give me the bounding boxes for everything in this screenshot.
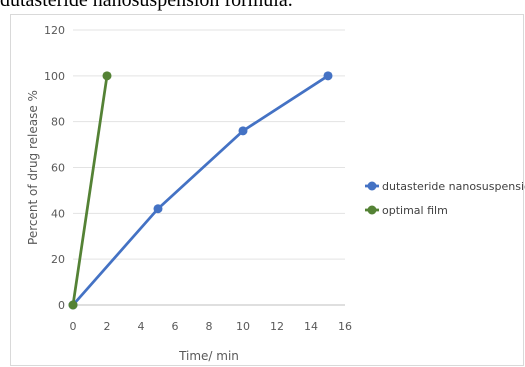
y-axis-title: Percent of drug release % [26, 90, 40, 245]
gridlines [73, 29, 345, 260]
x-tick-label: 8 [206, 320, 213, 333]
y-tick-label: 60 [51, 162, 65, 175]
series-line-0 [71, 74, 329, 306]
x-tick-label: 0 [70, 320, 77, 333]
x-tick-label: 2 [104, 320, 111, 333]
x-tick-label: 10 [236, 320, 250, 333]
legend-marker [367, 181, 377, 191]
tick-labels: 0 20 40 60 80 100 120 0 2 4 6 8 10 12 14 16 [44, 24, 352, 333]
x-tick-label: 6 [172, 320, 179, 333]
x-axis-title: Time/ min [178, 349, 239, 363]
figure-caption: dutasteride nanosuspension formula. [0, 0, 293, 11]
x-tick-label: 12 [270, 320, 284, 333]
data-point [238, 126, 248, 136]
y-tick-label: 0 [58, 299, 65, 312]
series-line-1 [71, 75, 109, 306]
legend-label: dutasteride nanosuspension [382, 180, 525, 193]
x-tick-label: 4 [138, 320, 145, 333]
legend-marker [367, 205, 377, 215]
legend: dutasteride nanosuspension optimal film [365, 180, 525, 217]
x-tick-label: 16 [338, 320, 352, 333]
chart-frame [10, 14, 524, 366]
data-point [153, 204, 163, 214]
y-tick-label: 20 [51, 253, 65, 266]
x-tick-label: 14 [304, 320, 318, 333]
y-tick-label: 100 [44, 70, 65, 83]
y-tick-label: 40 [51, 207, 65, 220]
y-tick-label: 80 [51, 116, 65, 129]
legend-label: optimal film [382, 204, 448, 217]
data-point [323, 71, 333, 81]
series-layer [68, 71, 333, 310]
y-tick-label: 120 [44, 24, 65, 37]
data-point [68, 300, 78, 310]
data-point [102, 71, 112, 81]
